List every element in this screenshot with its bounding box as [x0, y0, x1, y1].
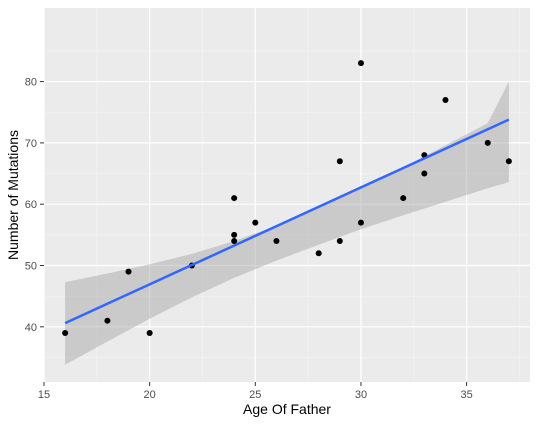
- grid-minor: [44, 8, 530, 382]
- x-tick-label: 35: [460, 389, 472, 401]
- data-point: [252, 219, 259, 226]
- regression-line: [64, 118, 510, 325]
- y-tick-label: 80: [25, 77, 37, 89]
- data-point: [336, 237, 343, 244]
- data-point: [104, 317, 111, 324]
- data-point: [231, 231, 238, 238]
- data-point: [146, 329, 153, 336]
- x-tick-label: 20: [144, 389, 156, 401]
- panel-background: [44, 8, 530, 382]
- data-points: [62, 60, 512, 336]
- y-axis-title: Number of Mutations: [5, 130, 21, 260]
- data-point: [400, 195, 407, 202]
- x-tick-labels: 15 20 25 30 35: [38, 389, 473, 401]
- data-point: [484, 139, 491, 146]
- axis-ticks: [40, 81, 468, 386]
- data-point: [231, 237, 238, 244]
- y-tick-label: 60: [25, 199, 37, 211]
- data-point: [442, 96, 449, 103]
- y-tick-label: 70: [25, 138, 37, 150]
- data-point: [421, 170, 428, 177]
- y-tick-labels: 40 50 60 70 80: [25, 77, 37, 334]
- x-tick-label: 25: [249, 389, 261, 401]
- grid-major: [43, 8, 530, 382]
- data-point: [231, 195, 238, 202]
- x-tick-label: 15: [38, 389, 50, 401]
- x-tick-label: 30: [355, 389, 367, 401]
- data-point: [357, 60, 364, 67]
- data-point: [62, 329, 69, 336]
- data-point: [336, 158, 343, 165]
- y-tick-label: 40: [25, 322, 37, 334]
- data-point: [357, 219, 364, 226]
- data-point: [505, 158, 512, 165]
- confidence-band: [65, 81, 509, 365]
- y-tick-label: 50: [25, 261, 37, 273]
- x-axis-title: Age Of Father: [243, 401, 331, 417]
- data-point: [125, 268, 132, 275]
- data-point: [315, 250, 322, 257]
- data-point: [273, 237, 280, 244]
